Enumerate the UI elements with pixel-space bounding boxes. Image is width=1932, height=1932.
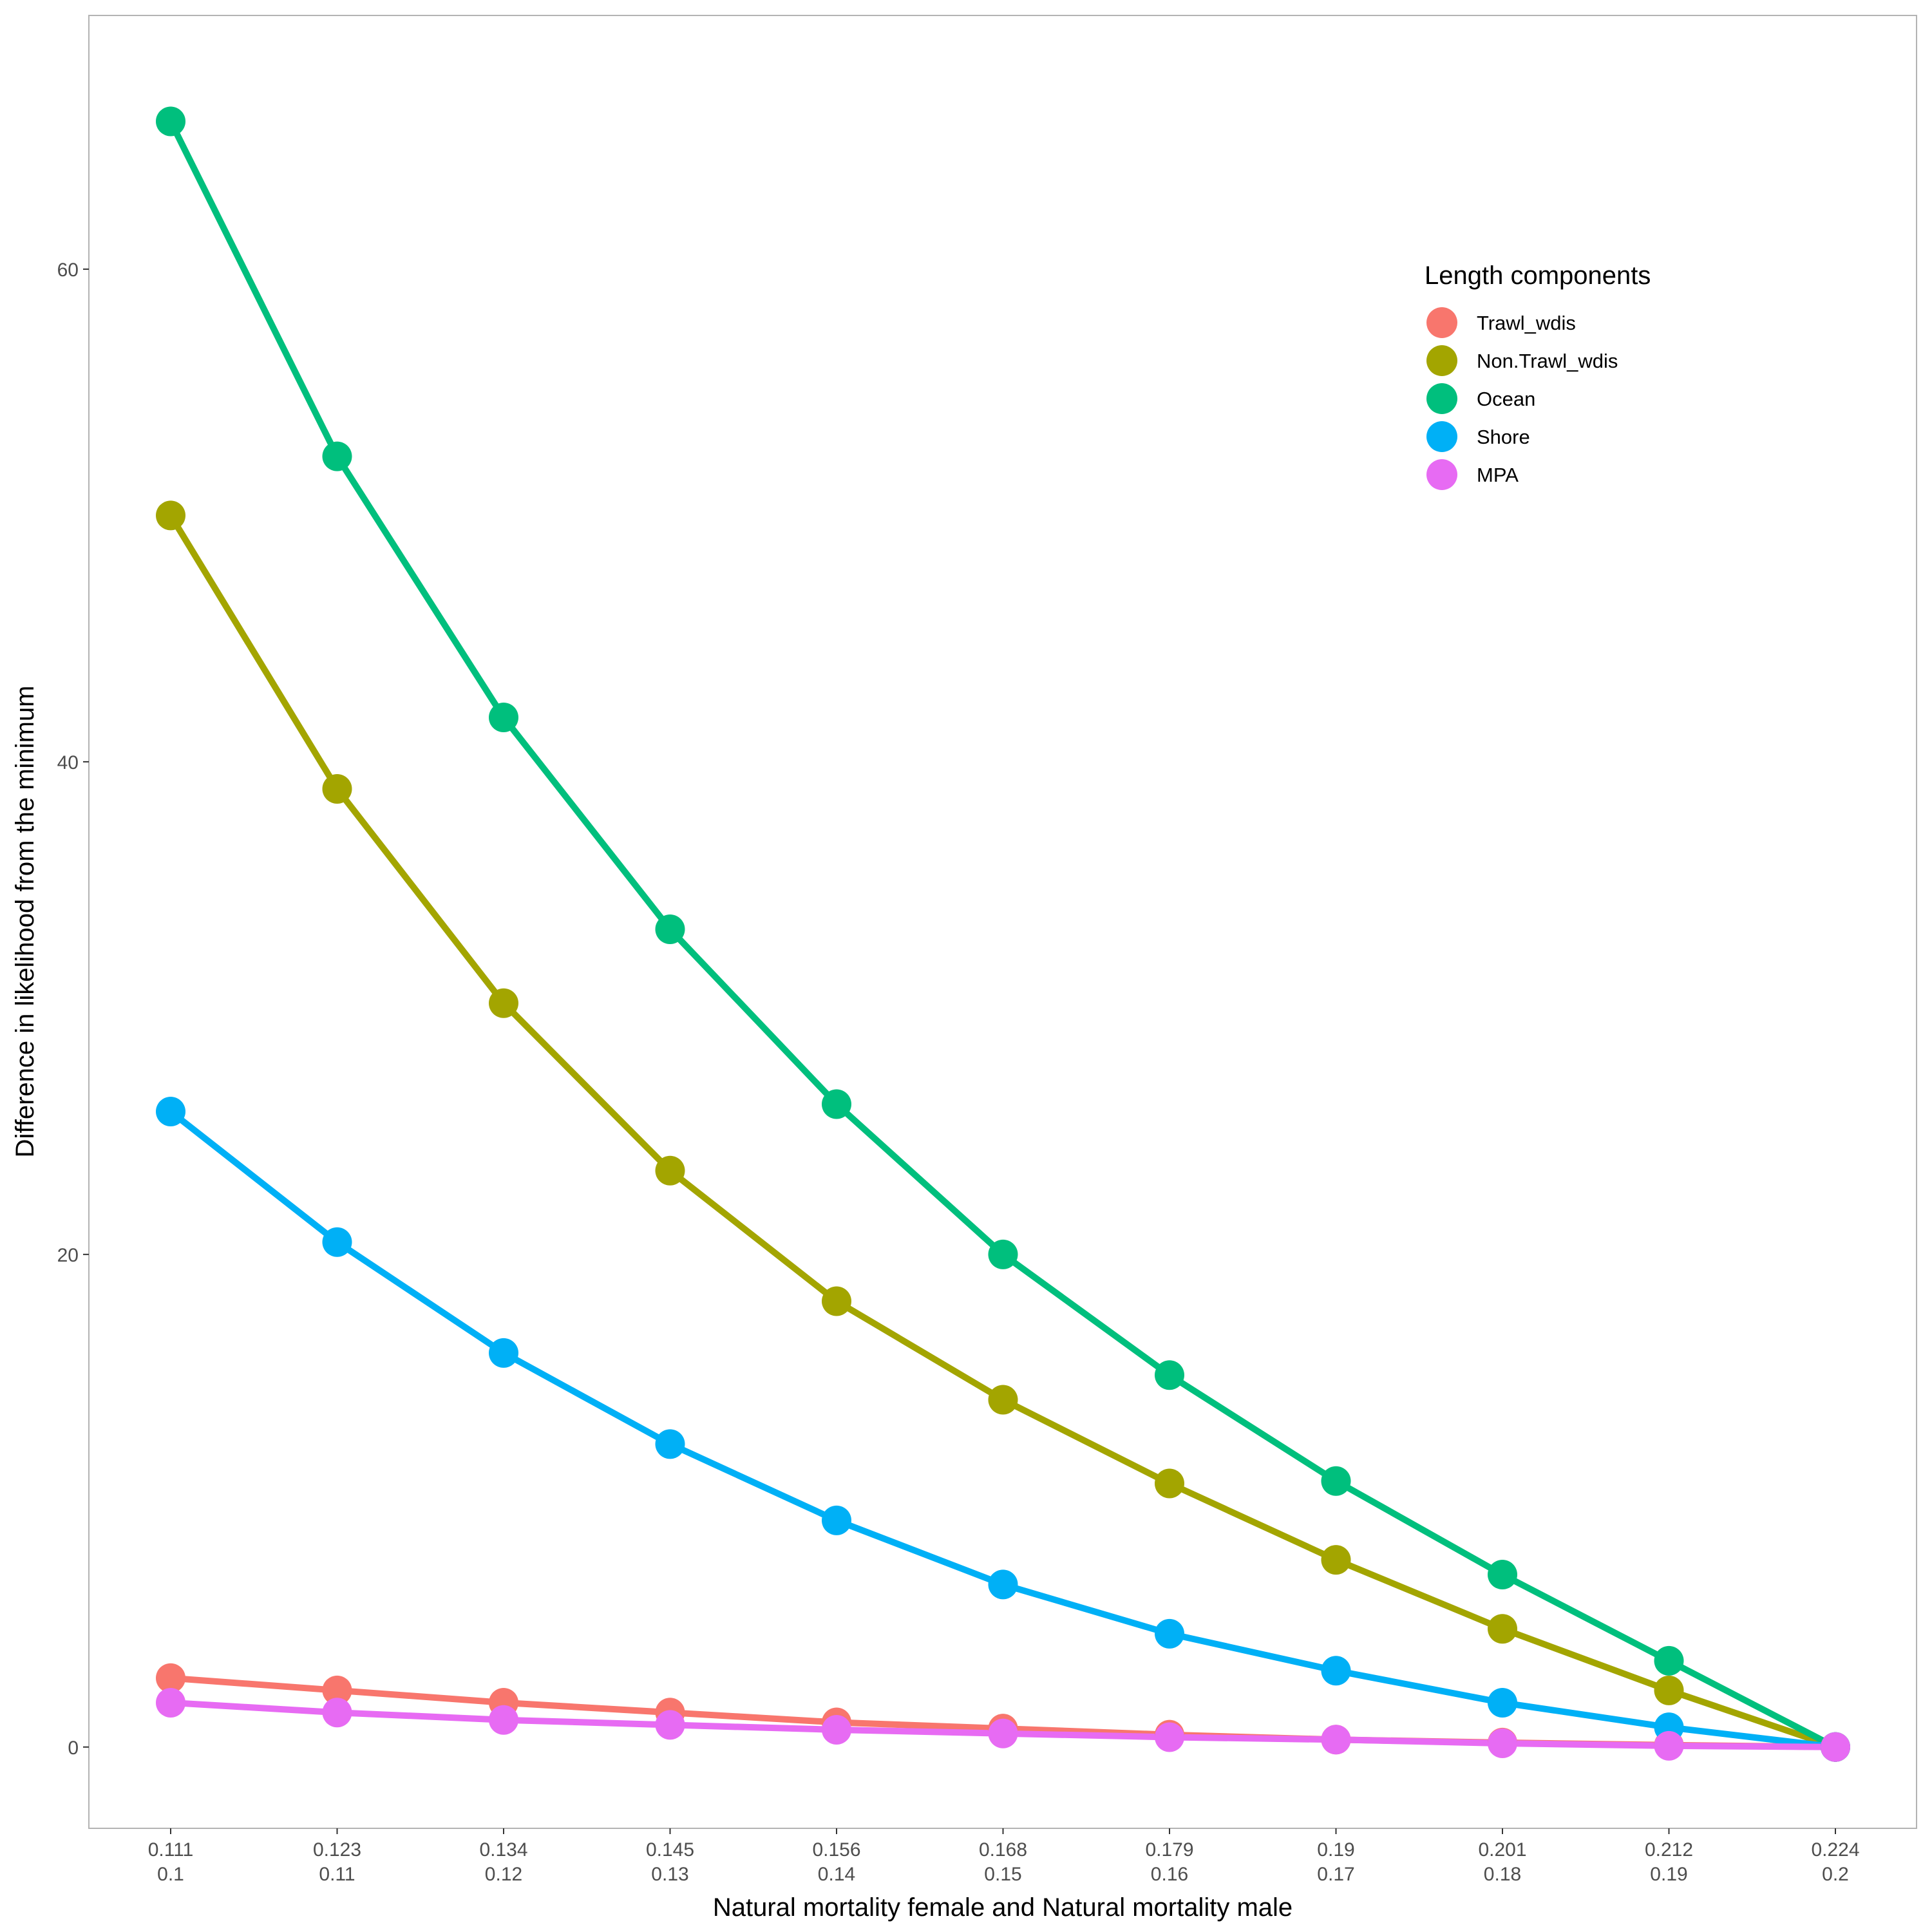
data-point-mpa bbox=[1821, 1732, 1850, 1762]
x-tick-label-male: 0.1 bbox=[157, 1864, 184, 1885]
legend-key-non-trawl-wdis bbox=[1426, 345, 1457, 376]
legend-key-ocean bbox=[1426, 383, 1457, 414]
data-point-shore bbox=[1321, 1656, 1351, 1686]
data-point-trawl-wdis bbox=[322, 1675, 352, 1705]
y-tick-label: 20 bbox=[57, 1245, 79, 1266]
x-tick-label-male: 0.13 bbox=[651, 1864, 688, 1885]
legend-items: Trawl_wdis Non.Trawl_wdis Ocean Shore MPA bbox=[1426, 307, 1618, 490]
data-point-trawl-wdis bbox=[156, 1663, 185, 1693]
data-point-non-trawl-wdis bbox=[489, 988, 518, 1018]
data-point-mpa bbox=[156, 1687, 185, 1718]
data-point-shore bbox=[1155, 1618, 1184, 1649]
x-tick-label-male: 0.17 bbox=[1317, 1864, 1354, 1885]
data-point-shore bbox=[156, 1097, 185, 1127]
legend-label-trawl-wdis: Trawl_wdis bbox=[1477, 312, 1576, 334]
data-point-shore bbox=[988, 1569, 1018, 1600]
data-point-non-trawl-wdis bbox=[1488, 1614, 1517, 1644]
data-point-non-trawl-wdis bbox=[988, 1385, 1018, 1415]
data-point-shore bbox=[655, 1429, 685, 1459]
data-point-ocean bbox=[1155, 1360, 1184, 1390]
data-point-ocean bbox=[1488, 1560, 1517, 1590]
x-tick-label-female: 0.134 bbox=[479, 1839, 527, 1861]
x-tick-label-male: 0.11 bbox=[319, 1864, 355, 1885]
data-point-shore bbox=[822, 1505, 851, 1535]
legend-key-trawl-wdis bbox=[1426, 307, 1457, 338]
x-tick-label-female: 0.179 bbox=[1145, 1839, 1193, 1861]
x-tick-label-female: 0.145 bbox=[646, 1839, 694, 1861]
y-axis: 0 20 40 60 bbox=[57, 260, 89, 1759]
x-tick-label-female: 0.111 bbox=[148, 1839, 194, 1861]
x-tick-label-male: 0.12 bbox=[485, 1864, 522, 1885]
x-tick-label-male: 0.14 bbox=[818, 1864, 855, 1885]
data-point-non-trawl-wdis bbox=[655, 1155, 685, 1186]
data-point-mpa bbox=[1155, 1722, 1184, 1752]
y-tick-label: 0 bbox=[68, 1738, 79, 1759]
data-point-non-trawl-wdis bbox=[322, 773, 352, 804]
data-point-non-trawl-wdis bbox=[1155, 1468, 1184, 1499]
data-point-ocean bbox=[489, 703, 518, 733]
data-point-ocean bbox=[322, 441, 352, 471]
series-points bbox=[156, 106, 1850, 1762]
x-tick-label-female: 0.224 bbox=[1811, 1839, 1859, 1861]
x-tick-label-female: 0.212 bbox=[1645, 1839, 1693, 1861]
data-point-ocean bbox=[822, 1089, 851, 1119]
data-point-mpa bbox=[1488, 1728, 1517, 1759]
x-tick-label-female: 0.156 bbox=[812, 1839, 860, 1861]
data-point-mpa bbox=[1654, 1730, 1684, 1761]
data-point-non-trawl-wdis bbox=[1654, 1675, 1684, 1705]
x-tick-label-female: 0.168 bbox=[979, 1839, 1027, 1861]
data-point-non-trawl-wdis bbox=[822, 1286, 851, 1316]
data-point-mpa bbox=[822, 1715, 851, 1745]
data-point-ocean bbox=[655, 914, 685, 944]
y-tick-label: 60 bbox=[57, 260, 79, 281]
x-tick-label-female: 0.123 bbox=[313, 1839, 361, 1861]
data-point-shore bbox=[489, 1338, 518, 1368]
data-point-mpa bbox=[1321, 1725, 1351, 1755]
data-point-mpa bbox=[655, 1710, 685, 1740]
data-point-shore bbox=[322, 1227, 352, 1257]
data-point-non-trawl-wdis bbox=[156, 500, 185, 531]
x-tick-label-male: 0.19 bbox=[1650, 1864, 1687, 1885]
data-point-mpa bbox=[322, 1698, 352, 1728]
data-point-ocean bbox=[1321, 1466, 1351, 1496]
y-tick-label: 40 bbox=[57, 752, 79, 773]
x-tick-label-male: 0.2 bbox=[1822, 1864, 1849, 1885]
legend: Length components Trawl_wdis Non.Trawl_wd… bbox=[1425, 261, 1651, 490]
x-tick-label-male: 0.18 bbox=[1484, 1864, 1521, 1885]
legend-key-shore bbox=[1426, 421, 1457, 452]
x-tick-label-male: 0.16 bbox=[1151, 1864, 1188, 1885]
data-point-shore bbox=[1488, 1687, 1517, 1718]
data-point-ocean bbox=[1654, 1645, 1684, 1676]
y-axis-title: Difference in likelihood from the minimu… bbox=[11, 686, 39, 1158]
data-point-mpa bbox=[489, 1705, 518, 1735]
x-tick-label-female: 0.19 bbox=[1317, 1839, 1354, 1861]
legend-label-non-trawl-wdis: Non.Trawl_wdis bbox=[1477, 350, 1618, 372]
x-tick-label-female: 0.201 bbox=[1478, 1839, 1526, 1861]
data-point-ocean bbox=[156, 106, 185, 137]
x-axis-title: Natural mortality female and Natural mor… bbox=[713, 1893, 1293, 1922]
data-point-mpa bbox=[988, 1718, 1018, 1748]
x-axis: 0.111 0.1 0.123 0.11 0.134 0.12 0.145 0.13 0.156… bbox=[148, 1828, 1860, 1885]
data-point-ocean bbox=[988, 1239, 1018, 1269]
x-tick-label-male: 0.15 bbox=[984, 1864, 1021, 1885]
legend-key-mpa bbox=[1426, 459, 1457, 490]
legend-label-mpa: MPA bbox=[1477, 464, 1519, 486]
legend-label-shore: Shore bbox=[1477, 426, 1530, 448]
legend-title: Length components bbox=[1425, 261, 1651, 290]
legend-label-ocean: Ocean bbox=[1477, 388, 1535, 410]
data-point-non-trawl-wdis bbox=[1321, 1545, 1351, 1575]
